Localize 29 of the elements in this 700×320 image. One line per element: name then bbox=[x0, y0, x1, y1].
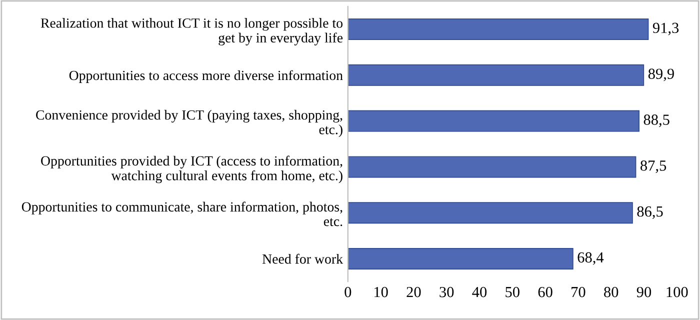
data-label: 86,5 bbox=[637, 206, 663, 219]
bar bbox=[348, 248, 574, 270]
bar bbox=[348, 202, 633, 224]
x-tick-label: 100 bbox=[666, 286, 688, 298]
y-tick-label: Realization that without ICT it is no longer possible to get by in everyday life bbox=[40, 18, 343, 46]
x-tick-label: 10 bbox=[374, 286, 388, 298]
x-tick-label: 40 bbox=[472, 286, 487, 298]
y-tick-label: Convenience provided by ICT (paying taxes, shopping, etc.) bbox=[36, 110, 342, 138]
y-tick-label: Opportunities to communicate, share information, photos, etc. bbox=[22, 202, 342, 226]
data-label: 68,4 bbox=[578, 252, 604, 265]
x-tick-label: 80 bbox=[604, 286, 618, 298]
x-tick-label: 50 bbox=[506, 286, 520, 298]
x-tick-label: 0 bbox=[344, 286, 352, 298]
x-tick-label: 60 bbox=[538, 286, 552, 298]
bar bbox=[348, 110, 640, 132]
bar bbox=[348, 18, 649, 40]
x-tick-label: 30 bbox=[440, 286, 454, 298]
data-label: 89,9 bbox=[648, 68, 674, 82]
x-tick-label: 20 bbox=[406, 286, 421, 298]
y-tick-label: Opportunities provided by ICT (access to information, watching cultural events from home, etc.) bbox=[41, 156, 342, 184]
x-tick-label: 90 bbox=[636, 286, 652, 298]
data-label: 88,5 bbox=[644, 114, 670, 128]
x-tick-label: 70 bbox=[572, 286, 586, 298]
y-tick-label: Need for work bbox=[262, 254, 344, 264]
data-label: 87,5 bbox=[640, 160, 666, 173]
bar bbox=[348, 64, 644, 86]
data-label: 91,3 bbox=[652, 22, 679, 36]
bar bbox=[348, 156, 636, 178]
y-tick-label: Opportunities to access more diverse information bbox=[69, 70, 343, 83]
